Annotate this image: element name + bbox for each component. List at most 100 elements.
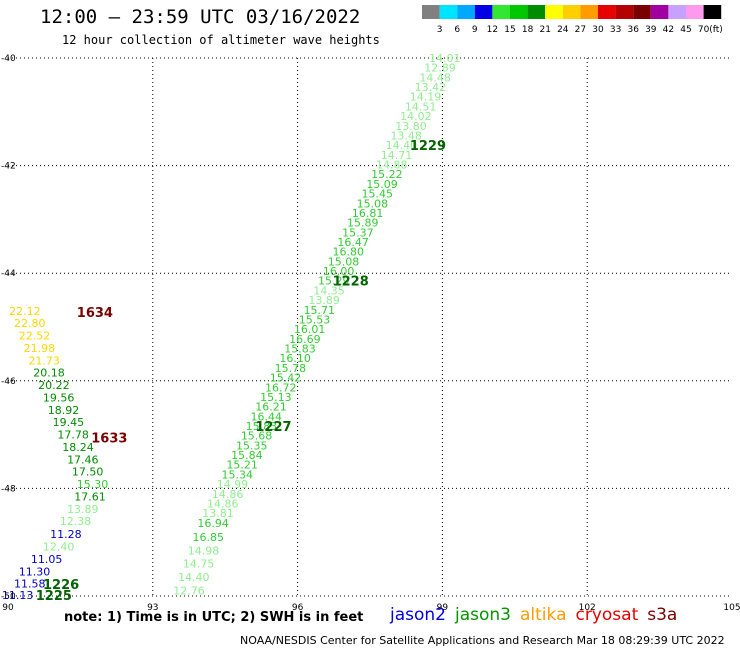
wave-height-value: 16.10 bbox=[279, 352, 311, 365]
lat-tick-label: -48 bbox=[1, 484, 16, 494]
wave-height-value: 14.51 bbox=[405, 100, 437, 113]
legend-tick-label: 70 bbox=[698, 25, 710, 35]
wave-height-value: 19.45 bbox=[53, 416, 85, 429]
legend-tick-label: 21 bbox=[539, 25, 550, 35]
wave-height-value: 14.35 bbox=[313, 284, 345, 297]
wave-height-value: 14.02 bbox=[400, 110, 432, 123]
wave-height-value: 22.80 bbox=[14, 317, 46, 330]
pass-time-label: 1634 bbox=[77, 306, 113, 321]
pass-time-label: 1225 bbox=[36, 589, 72, 604]
satellite-name: s3a bbox=[647, 605, 678, 625]
wave-height-value: 22.52 bbox=[19, 330, 51, 343]
wave-height-value: 15.22 bbox=[371, 168, 403, 181]
footer-credit: NOAA/NESDIS Center for Satellite Applica… bbox=[240, 634, 725, 647]
wave-height-value: 15.35 bbox=[236, 439, 268, 452]
wave-height-value: 13.42 bbox=[415, 81, 447, 94]
page-title: 12:00 — 23:59 UTC 03/16/2022 bbox=[40, 6, 361, 28]
wave-height-value: 11.05 bbox=[31, 553, 63, 566]
legend-tick-label: 36 bbox=[627, 25, 639, 35]
wave-height-value: 15.08 bbox=[357, 197, 389, 210]
lon-tick-label: 102 bbox=[579, 603, 596, 613]
wave-height-value: 12.89 bbox=[424, 62, 456, 75]
wave-height-value: 15.09 bbox=[366, 178, 398, 191]
wave-height-value: 14.75 bbox=[183, 558, 215, 571]
wave-height-value: 15.34 bbox=[222, 468, 254, 481]
wave-height-value: 16.44 bbox=[250, 410, 282, 423]
wave-height-value: 16.80 bbox=[333, 246, 365, 259]
wave-height-value: 19.56 bbox=[43, 391, 75, 404]
wave-height-value: 15.71 bbox=[304, 304, 336, 317]
wave-height-value: 13.48 bbox=[390, 129, 422, 142]
legend-tick-label: 30 bbox=[592, 25, 604, 35]
wave-height-value: 14.88 bbox=[376, 159, 408, 172]
wave-height-value: 15.42 bbox=[270, 372, 302, 385]
wave-height-value: 15.45 bbox=[361, 188, 393, 201]
legend-tick-label: 6 bbox=[454, 25, 460, 35]
wave-height-value: 16.72 bbox=[265, 381, 297, 394]
wave-height-value: 11.58 bbox=[14, 578, 46, 591]
wave-height-value: 15.78 bbox=[275, 362, 307, 375]
legend-swatch bbox=[633, 5, 651, 19]
wave-height-value: 12.40 bbox=[43, 541, 75, 554]
footer-note: note: 1) Time is in UTC; 2) SWH is in fe… bbox=[64, 610, 364, 625]
wave-height-value: 18.24 bbox=[62, 441, 94, 454]
legend-swatch bbox=[474, 5, 493, 19]
page-subtitle: 12 hour collection of altimeter wave hei… bbox=[62, 33, 380, 47]
legend-swatch bbox=[650, 5, 669, 19]
wave-height-value: 15.21 bbox=[226, 459, 258, 472]
pass-time-label: 1226 bbox=[43, 578, 79, 593]
satellite-name: jason3 bbox=[455, 605, 511, 625]
legend-swatch bbox=[580, 5, 598, 19]
pass-time-label: 1229 bbox=[410, 139, 446, 154]
wave-height-value: 17.78 bbox=[57, 429, 89, 442]
wave-height-value: 14.40 bbox=[178, 571, 210, 584]
legend-unit: (ft) bbox=[709, 25, 723, 35]
wave-height-value: 16.69 bbox=[289, 333, 321, 346]
wave-height-value: 13.81 bbox=[202, 507, 234, 520]
legend-tick-label: 33 bbox=[610, 25, 621, 35]
wave-height-value: 13.89 bbox=[308, 294, 340, 307]
pass-time-label: 1227 bbox=[255, 420, 291, 435]
wave-height-value: 17.61 bbox=[74, 490, 106, 503]
wave-height-value: 15.29 bbox=[318, 275, 350, 288]
satellite-name: cryosat bbox=[575, 605, 639, 625]
legend-tick-label: 18 bbox=[522, 25, 534, 35]
wave-height-value: 21.73 bbox=[28, 354, 60, 367]
wave-height-value: 16.21 bbox=[255, 401, 287, 414]
wave-height-value: 15.13 bbox=[260, 391, 292, 404]
wave-height-value: 15.68 bbox=[241, 430, 273, 443]
legend-swatch bbox=[527, 5, 546, 19]
lat-tick-label: -44 bbox=[1, 269, 16, 279]
lon-tick-label: 105 bbox=[723, 603, 740, 613]
satellite-legend: jason2 jason3 altika cryosat s3a bbox=[390, 605, 686, 625]
wave-height-value: 12.76 bbox=[173, 585, 205, 598]
wave-height-value: 16.81 bbox=[352, 207, 384, 220]
wave-height-value: 14.99 bbox=[217, 478, 249, 491]
lon-tick-label: 96 bbox=[292, 603, 304, 613]
color-legend: 3 6 9 12 15 18 21 24 27 30 33 36 39 42 45 70 (ft) bbox=[422, 5, 723, 35]
wave-height-value: 14.86 bbox=[207, 497, 239, 510]
lat-tick-label: -50 bbox=[1, 592, 16, 602]
wave-height-value: 14.40 bbox=[386, 139, 418, 152]
wave-height-value: 11.13 bbox=[2, 589, 34, 602]
wave-height-value: 13.80 bbox=[395, 120, 427, 133]
wave-height-value: 13.89 bbox=[67, 503, 99, 516]
wave-height-value: 20.18 bbox=[33, 367, 65, 380]
legend-swatch bbox=[545, 5, 563, 19]
legend-swatch bbox=[686, 5, 704, 19]
wave-height-value: 15.30 bbox=[77, 478, 109, 491]
wave-height-value: 16.01 bbox=[294, 323, 326, 336]
legend-tick-label: 15 bbox=[504, 25, 515, 35]
wave-height-value: 15.89 bbox=[347, 217, 379, 230]
wave-height-value: 15.37 bbox=[342, 226, 374, 239]
lat-tick-label: -42 bbox=[1, 162, 16, 172]
pass-time-label: 1228 bbox=[333, 275, 369, 290]
wave-height-value: 14.71 bbox=[381, 149, 413, 162]
lon-tick-label: 90 bbox=[2, 603, 14, 613]
wave-height-value: 16.94 bbox=[197, 517, 229, 530]
legend-tick-label: 39 bbox=[645, 25, 657, 35]
wave-height-value: 11.28 bbox=[50, 528, 82, 541]
wave-height-value: 15.83 bbox=[284, 343, 316, 356]
wave-height-value: 12.38 bbox=[60, 515, 92, 528]
legend-swatch bbox=[668, 5, 686, 19]
